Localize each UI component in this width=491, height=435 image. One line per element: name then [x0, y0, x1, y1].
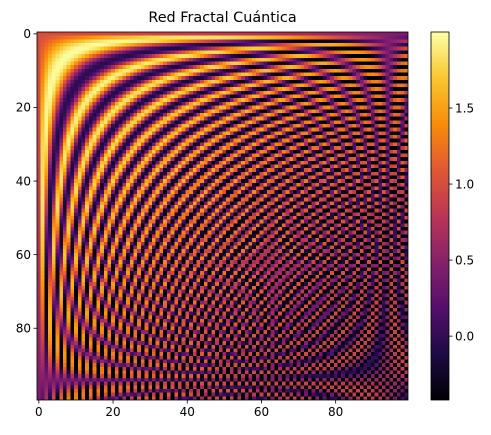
y-axis: 0 20 40 60 80 — [16, 27, 37, 336]
x-tick-label: 0 — [35, 405, 43, 419]
colorbar: 0.0 0.5 1.0 1.5 — [430, 31, 474, 401]
colorbar-tick-label: 1.5 — [455, 101, 474, 115]
x-tick-label: 40 — [180, 405, 195, 419]
colorbar-tick-label: 0.0 — [455, 329, 474, 343]
colorbar-frame — [430, 31, 450, 401]
colorbar-tick-label: 0.5 — [455, 253, 474, 267]
y-tick-label: 60 — [16, 248, 31, 262]
y-tick-label: 0 — [23, 27, 31, 41]
x-tick-label: 80 — [328, 405, 343, 419]
y-tick-label: 40 — [16, 174, 31, 188]
heatmap-image — [37, 32, 408, 400]
chart-title: Red Fractal Cuántica — [148, 10, 296, 26]
plot-frame — [36, 31, 409, 401]
x-tick-label: 60 — [254, 405, 269, 419]
y-tick-label: 20 — [16, 101, 31, 115]
y-tick-label: 80 — [16, 322, 31, 336]
colorbar-ticks: 0.0 0.5 1.0 1.5 — [449, 101, 474, 343]
colorbar-gradient — [431, 32, 449, 400]
colorbar-tick-label: 1.0 — [455, 177, 474, 191]
x-axis: 0 20 40 60 80 — [35, 400, 343, 419]
heatmap-raster — [37, 32, 408, 400]
x-tick-label: 20 — [105, 405, 120, 419]
